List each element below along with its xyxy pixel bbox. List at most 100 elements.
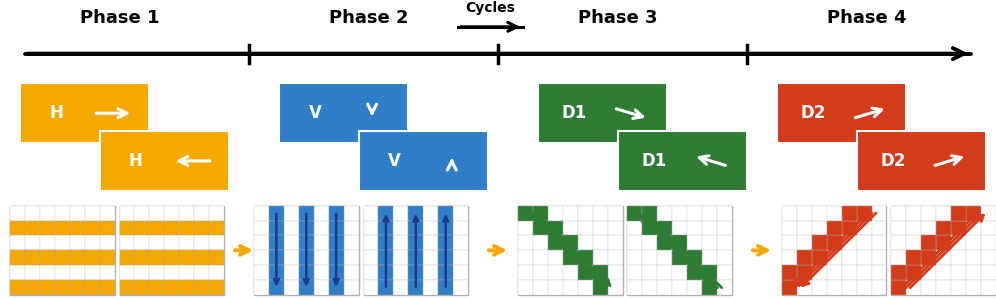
Bar <box>782 206 886 295</box>
Bar <box>85 221 100 235</box>
Bar <box>194 250 209 265</box>
Bar <box>548 221 563 235</box>
Bar <box>717 250 732 265</box>
Bar <box>254 221 269 235</box>
Bar <box>578 265 593 280</box>
Bar <box>344 265 359 280</box>
Bar <box>642 250 657 265</box>
Bar <box>936 265 951 280</box>
Bar <box>100 250 115 265</box>
Bar <box>627 235 642 250</box>
Bar <box>364 280 378 295</box>
Bar <box>344 206 359 221</box>
Text: D2: D2 <box>801 104 826 122</box>
Bar <box>100 250 115 265</box>
Bar <box>782 221 797 235</box>
Bar <box>672 221 687 235</box>
Bar <box>269 280 284 295</box>
Bar <box>55 250 70 265</box>
Bar <box>891 206 906 221</box>
Bar <box>25 221 40 235</box>
Bar <box>85 265 100 280</box>
Bar <box>344 280 359 295</box>
Bar <box>518 206 533 221</box>
Bar <box>548 265 563 280</box>
Bar <box>269 221 284 235</box>
Bar <box>70 235 85 250</box>
Bar <box>906 221 921 235</box>
Bar <box>966 221 981 235</box>
Bar <box>70 206 85 221</box>
Bar <box>299 250 314 265</box>
Bar <box>921 235 936 250</box>
Bar <box>329 280 344 295</box>
Bar <box>533 280 548 295</box>
Bar <box>70 250 85 265</box>
Bar <box>797 265 812 280</box>
Bar <box>25 250 40 265</box>
Bar <box>408 221 423 235</box>
Bar <box>393 280 408 295</box>
Bar <box>518 206 533 221</box>
Bar <box>921 221 936 235</box>
Bar <box>872 265 886 280</box>
Bar <box>797 206 812 221</box>
Bar <box>134 235 149 250</box>
Bar <box>194 250 209 265</box>
Bar <box>906 265 921 280</box>
Bar <box>608 265 622 280</box>
Bar <box>299 265 314 280</box>
Bar <box>842 221 857 235</box>
Bar <box>194 221 209 235</box>
Bar <box>164 265 179 280</box>
Bar <box>100 235 115 250</box>
Bar <box>687 280 702 295</box>
Bar <box>284 235 299 250</box>
Bar <box>329 206 344 221</box>
Bar <box>40 206 55 221</box>
Bar <box>393 206 408 221</box>
Bar <box>593 250 608 265</box>
FancyBboxPatch shape <box>20 83 149 143</box>
Bar <box>10 250 25 265</box>
Bar <box>717 235 732 250</box>
Bar <box>672 206 687 221</box>
Bar <box>209 221 224 235</box>
Bar <box>378 235 393 250</box>
Bar <box>344 250 359 265</box>
Bar <box>438 235 453 250</box>
Bar <box>518 280 533 295</box>
Bar <box>642 221 657 235</box>
Bar <box>10 280 25 295</box>
Bar <box>891 206 996 295</box>
Bar <box>578 280 593 295</box>
Bar <box>209 250 224 265</box>
Bar <box>329 221 344 235</box>
Bar <box>951 206 966 221</box>
Bar <box>329 280 344 295</box>
Bar <box>209 221 224 235</box>
Bar <box>533 206 548 221</box>
Bar <box>687 265 702 280</box>
Bar <box>593 221 608 235</box>
Bar <box>378 235 393 250</box>
Bar <box>25 280 40 295</box>
Bar <box>981 265 996 280</box>
Bar <box>966 265 981 280</box>
Bar <box>872 235 886 250</box>
Bar <box>453 206 468 221</box>
Bar <box>284 221 299 235</box>
Bar <box>951 221 966 235</box>
Bar <box>408 235 423 250</box>
Bar <box>378 221 393 235</box>
Bar <box>70 221 85 235</box>
Bar <box>299 235 314 250</box>
Bar <box>209 235 224 250</box>
Bar <box>627 250 642 265</box>
Bar <box>179 235 194 250</box>
Bar <box>812 250 827 265</box>
Bar <box>872 221 886 235</box>
Bar <box>812 235 827 250</box>
Bar <box>364 206 468 295</box>
Bar <box>438 265 453 280</box>
